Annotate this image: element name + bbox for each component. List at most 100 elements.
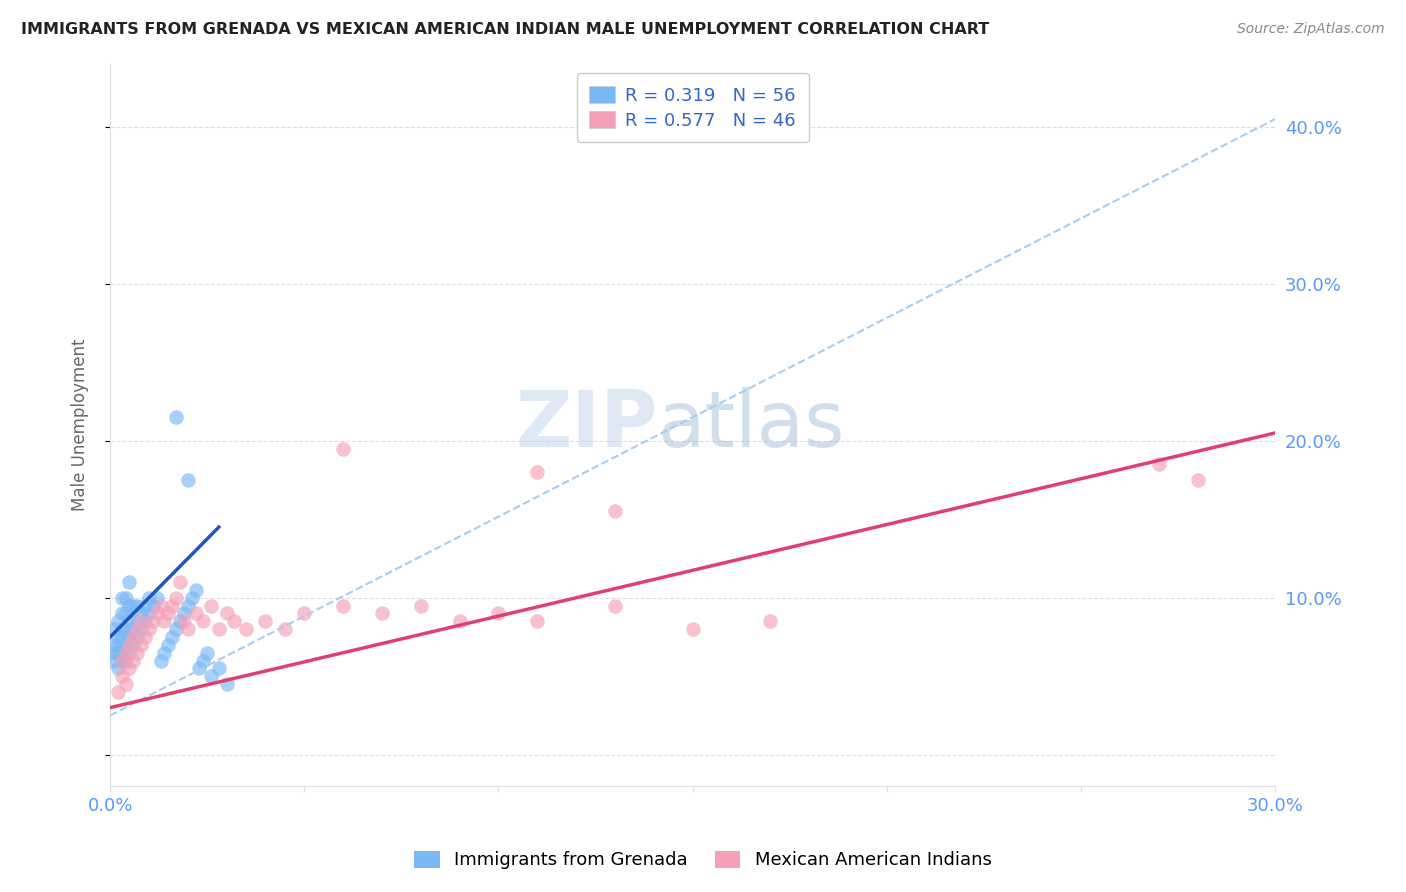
Point xyxy=(142,615,165,629)
Point xyxy=(371,607,394,621)
Point xyxy=(118,599,141,613)
Point xyxy=(1187,473,1209,487)
Point xyxy=(129,638,152,652)
Point xyxy=(184,582,207,597)
Point xyxy=(114,646,136,660)
Point xyxy=(488,607,510,621)
Text: atlas: atlas xyxy=(658,387,845,463)
Point xyxy=(193,615,215,629)
Point xyxy=(138,607,160,621)
Point xyxy=(169,575,191,590)
Point xyxy=(118,630,141,644)
Point xyxy=(111,654,134,668)
Point xyxy=(111,630,134,644)
Point xyxy=(114,654,136,668)
Point xyxy=(1147,458,1170,472)
Point xyxy=(177,599,200,613)
Point xyxy=(111,591,134,605)
Point xyxy=(180,591,202,605)
Point xyxy=(118,661,141,675)
Point xyxy=(153,646,176,660)
Point xyxy=(122,638,145,652)
Point xyxy=(107,638,129,652)
Point xyxy=(200,599,222,613)
Point xyxy=(107,646,129,660)
Point xyxy=(184,607,207,621)
Point xyxy=(149,599,172,613)
Point xyxy=(200,669,222,683)
Point xyxy=(103,638,125,652)
Point xyxy=(169,615,191,629)
Point xyxy=(160,599,183,613)
Point xyxy=(127,599,149,613)
Point xyxy=(129,622,152,636)
Point xyxy=(122,630,145,644)
Y-axis label: Male Unemployment: Male Unemployment xyxy=(72,339,89,511)
Point xyxy=(235,622,257,636)
Point xyxy=(138,622,160,636)
Text: ZIP: ZIP xyxy=(516,387,658,463)
Point xyxy=(134,615,156,629)
Point xyxy=(759,615,782,629)
Point xyxy=(114,622,136,636)
Point xyxy=(118,638,141,652)
Point xyxy=(160,630,183,644)
Point xyxy=(127,615,149,629)
Point xyxy=(127,622,149,636)
Point xyxy=(107,615,129,629)
Point xyxy=(114,638,136,652)
Point xyxy=(449,615,471,629)
Point xyxy=(114,607,136,621)
Point xyxy=(188,661,211,675)
Point xyxy=(111,607,134,621)
Point xyxy=(107,661,129,675)
Point xyxy=(127,630,149,644)
Point xyxy=(103,654,125,668)
Point xyxy=(165,622,187,636)
Point xyxy=(122,654,145,668)
Point xyxy=(193,654,215,668)
Point xyxy=(682,622,704,636)
Point xyxy=(149,654,172,668)
Point xyxy=(111,646,134,660)
Point xyxy=(177,622,200,636)
Point xyxy=(129,615,152,629)
Point xyxy=(332,599,354,613)
Point xyxy=(103,622,125,636)
Point xyxy=(107,685,129,699)
Point xyxy=(173,615,195,629)
Point xyxy=(332,442,354,456)
Point xyxy=(409,599,432,613)
Point xyxy=(208,661,231,675)
Point xyxy=(118,646,141,660)
Legend: R = 0.319   N = 56, R = 0.577   N = 46: R = 0.319 N = 56, R = 0.577 N = 46 xyxy=(576,73,808,143)
Point xyxy=(129,607,152,621)
Point xyxy=(157,638,180,652)
Point xyxy=(603,504,626,518)
Point xyxy=(153,615,176,629)
Point xyxy=(122,599,145,613)
Point xyxy=(145,607,167,621)
Point xyxy=(173,607,195,621)
Point xyxy=(215,607,238,621)
Point xyxy=(292,607,315,621)
Point xyxy=(195,646,218,660)
Point xyxy=(145,591,167,605)
Point xyxy=(165,410,187,425)
Point xyxy=(111,622,134,636)
Point xyxy=(107,630,129,644)
Point xyxy=(127,646,149,660)
Point xyxy=(526,465,548,479)
Point xyxy=(142,599,165,613)
Point xyxy=(114,591,136,605)
Point xyxy=(134,599,156,613)
Point xyxy=(118,575,141,590)
Point xyxy=(215,677,238,691)
Point xyxy=(208,622,231,636)
Point xyxy=(134,630,156,644)
Text: Source: ZipAtlas.com: Source: ZipAtlas.com xyxy=(1237,22,1385,37)
Point xyxy=(603,599,626,613)
Point xyxy=(103,646,125,660)
Point xyxy=(111,669,134,683)
Point xyxy=(254,615,277,629)
